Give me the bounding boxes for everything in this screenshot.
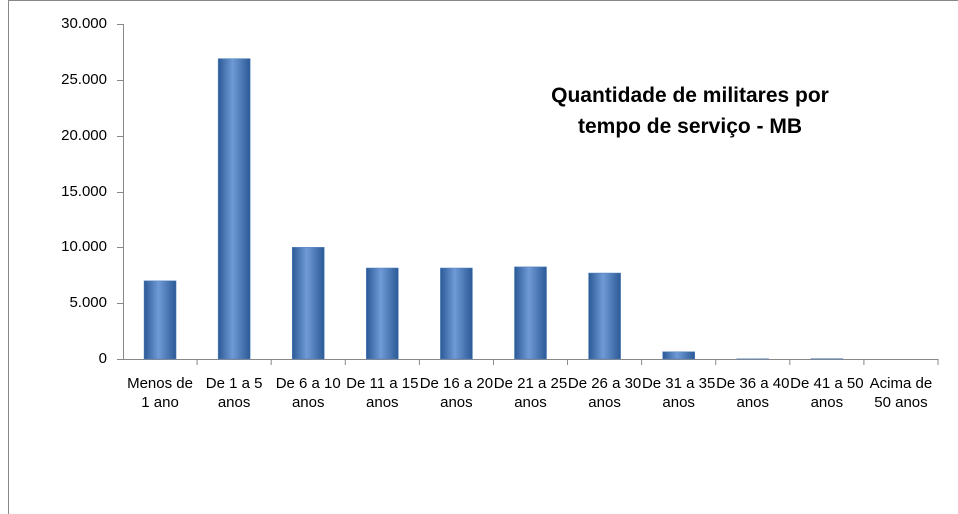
x-tick-label: De 1 a 5 anos [205,375,263,411]
x-tick-label: De 41 a 50 anos [790,375,864,411]
y-tick-label: 5.000 [69,294,107,312]
x-tick-label: De 36 a 40 anos [716,375,790,411]
y-tick-label: 15.000 [61,182,107,200]
y-tick-label: 30.000 [61,15,107,32]
bar [217,58,251,360]
x-tick-label: De 26 a 30 anos [567,375,642,411]
y-tick-label: 10.000 [61,238,107,256]
bar [291,247,325,360]
x-tick-label: De 11 a 15 anos [346,375,419,411]
x-tick-label: Acima de 50 anos [869,375,933,411]
bar [662,351,695,360]
x-tick-label: De 31 a 35 anos [641,375,716,411]
x-tick-label: De 6 a 10 anos [275,375,341,411]
bar [143,280,177,360]
y-tick-label: 0 [98,350,107,367]
y-tick-label: 20.000 [61,126,107,144]
x-tick-label: Menos de 1 ano [127,375,193,411]
bar [588,272,621,360]
bar [366,267,399,360]
y-tick-label: 25.000 [61,70,107,88]
x-tick-label: De 16 a 20 anos [419,375,494,411]
bar [440,267,473,360]
chart-border [8,0,958,514]
bar [514,266,547,360]
x-tick-label: De 21 a 25 anos [493,375,568,411]
chart-title: Quantidade de militares por tempo de ser… [551,84,829,138]
